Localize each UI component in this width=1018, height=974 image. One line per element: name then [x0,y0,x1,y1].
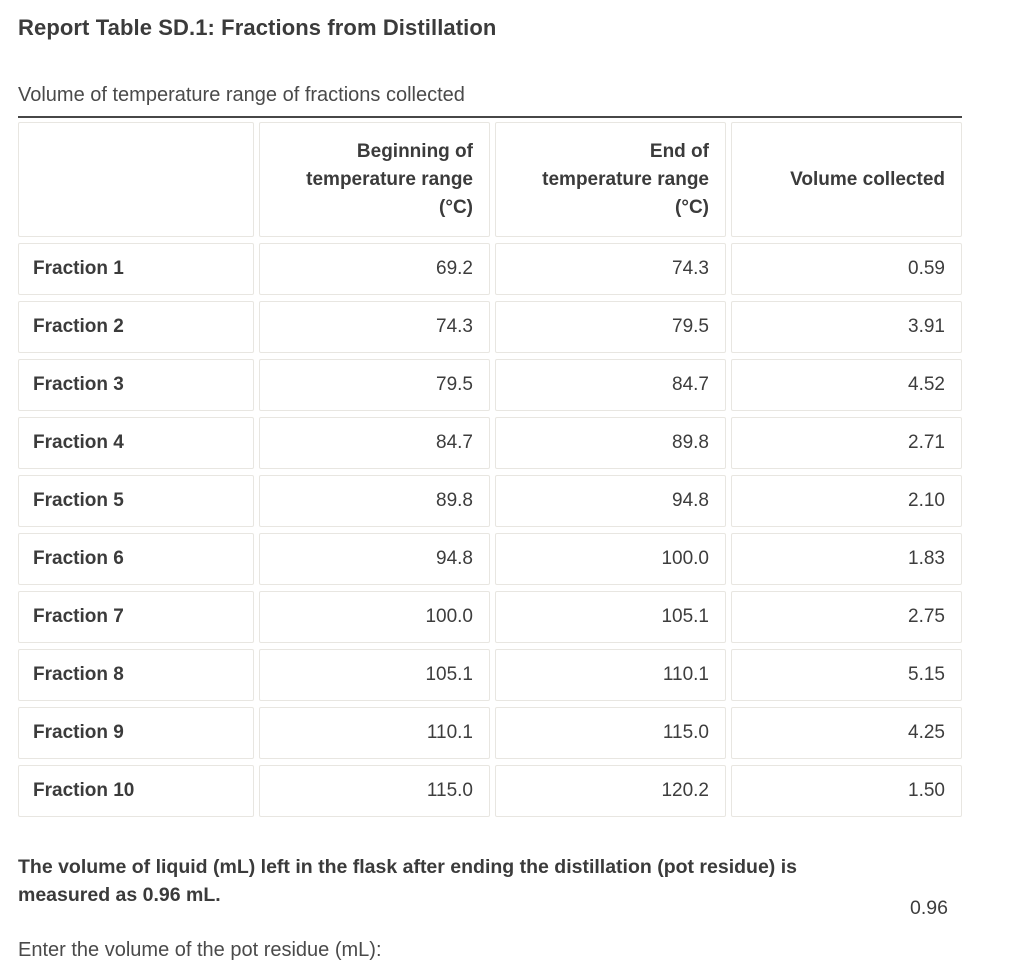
volume-cell[interactable]: 5.15 [731,649,962,701]
table-subtitle: Volume of temperature range of fractions… [18,84,465,106]
volume-cell[interactable]: 3.91 [731,301,962,353]
volume-cell[interactable]: 1.50 [731,765,962,817]
pot-residue-value: 0.96 [910,897,948,919]
volume-cell[interactable]: 2.10 [731,475,962,527]
fraction-label-cell: Fraction 10 [18,765,254,817]
end-temp-cell[interactable]: 105.1 [495,591,726,643]
begin-temp-cell[interactable]: 100.0 [259,591,490,643]
volume-cell[interactable]: 4.25 [731,707,962,759]
header-cell-3: Volume collected [731,122,962,237]
header-cell-1: Beginning of temperature range (°C) [259,122,490,237]
header-cell-0 [18,122,254,237]
end-temp-cell[interactable]: 89.8 [495,417,726,469]
begin-temp-cell[interactable]: 74.3 [259,301,490,353]
fraction-label-cell: Fraction 6 [18,533,254,585]
begin-temp-cell[interactable]: 69.2 [259,243,490,295]
fraction-label-cell: Fraction 2 [18,301,254,353]
begin-temp-cell[interactable]: 89.8 [259,475,490,527]
end-temp-cell[interactable]: 94.8 [495,475,726,527]
begin-temp-cell[interactable]: 115.0 [259,765,490,817]
fraction-label-cell: Fraction 4 [18,417,254,469]
pot-residue-question-row: The volume of liquid (mL) left in the fl… [18,853,962,919]
divider-rule [18,116,962,118]
begin-temp-cell[interactable]: 110.1 [259,707,490,759]
volume-cell[interactable]: 2.75 [731,591,962,643]
pot-residue-question: The volume of liquid (mL) left in the fl… [18,856,797,906]
volume-cell[interactable]: 4.52 [731,359,962,411]
fraction-label-cell: Fraction 8 [18,649,254,701]
header-cell-2: End of temperature range (°C) [495,122,726,237]
end-temp-cell[interactable]: 115.0 [495,707,726,759]
fraction-label-cell: Fraction 3 [18,359,254,411]
fraction-label-cell: Fraction 1 [18,243,254,295]
report-table: Beginning of temperature range (°C) End o… [18,122,962,817]
end-temp-cell[interactable]: 100.0 [495,533,726,585]
begin-temp-cell[interactable]: 105.1 [259,649,490,701]
end-temp-cell[interactable]: 120.2 [495,765,726,817]
end-temp-cell[interactable]: 84.7 [495,359,726,411]
fraction-label-cell: Fraction 5 [18,475,254,527]
volume-cell[interactable]: 1.83 [731,533,962,585]
begin-temp-cell[interactable]: 94.8 [259,533,490,585]
end-temp-cell[interactable]: 110.1 [495,649,726,701]
begin-temp-cell[interactable]: 79.5 [259,359,490,411]
end-temp-cell[interactable]: 74.3 [495,243,726,295]
begin-temp-cell[interactable]: 84.7 [259,417,490,469]
end-temp-cell[interactable]: 79.5 [495,301,726,353]
fraction-label-cell: Fraction 7 [18,591,254,643]
volume-cell[interactable]: 2.71 [731,417,962,469]
volume-cell[interactable]: 0.59 [731,243,962,295]
pot-residue-prompt: Enter the volume of the pot residue (mL)… [18,939,382,961]
fraction-label-cell: Fraction 9 [18,707,254,759]
page-title: Report Table SD.1: Fractions from Distil… [18,15,497,40]
